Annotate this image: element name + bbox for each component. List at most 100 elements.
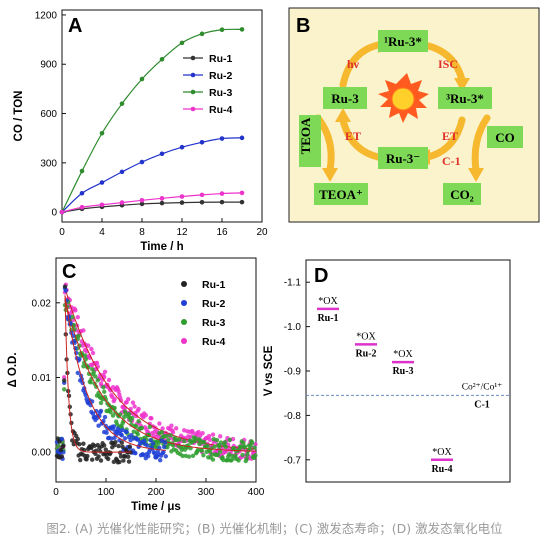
- y-axis-label: V vs SCE: [263, 345, 275, 396]
- legend-swatch-marker: [190, 55, 196, 61]
- data-point: [231, 445, 236, 451]
- legend-label: Ru-3: [209, 87, 232, 99]
- data-point-ru-3: [179, 40, 185, 46]
- data-point: [57, 439, 62, 444]
- data-point: [121, 458, 126, 463]
- data-point: [252, 445, 257, 450]
- x-tick-label: 300: [198, 487, 215, 498]
- legend-swatch-marker: [190, 89, 196, 95]
- data-point-ru-3: [119, 101, 125, 106]
- data-point: [227, 437, 232, 443]
- data-point: [168, 433, 173, 438]
- energy-level-name: Ru-1: [317, 313, 338, 324]
- data-point: [253, 453, 258, 458]
- data-point: [61, 375, 67, 380]
- data-point: [212, 444, 217, 449]
- data-point-ru-4: [119, 200, 125, 205]
- data-point: [75, 314, 81, 320]
- data-point: [61, 378, 67, 383]
- data-point-ru-4: [239, 190, 245, 196]
- figure-caption: 图2. (A) 光催化性能研究；(B) 光催化机制；(C) 激发态寿命；(D) …: [46, 521, 503, 536]
- data-point: [75, 370, 81, 376]
- data-point: [96, 454, 101, 459]
- data-point: [98, 408, 104, 414]
- y-tick-label: 0.00: [32, 448, 52, 459]
- data-point: [101, 384, 106, 390]
- x-tick-label: 400: [248, 487, 265, 498]
- data-point: [180, 453, 185, 459]
- data-point: [135, 437, 140, 442]
- legend-swatch-marker: [181, 338, 187, 344]
- data-point: [122, 436, 128, 441]
- x-tick-label: 8: [139, 227, 145, 238]
- data-point: [126, 396, 131, 402]
- node-teoa-oxidized: TEOA⁺: [319, 187, 363, 202]
- panel-a-letter: A: [68, 15, 82, 37]
- data-point: [119, 440, 125, 445]
- energy-level-label: *OX: [393, 349, 413, 360]
- data-point: [117, 459, 122, 465]
- data-point: [83, 356, 89, 362]
- data-point: [163, 454, 168, 459]
- data-point-ru-1: [219, 199, 225, 205]
- data-point: [98, 458, 104, 463]
- data-point-ru-3: [139, 76, 145, 82]
- data-point: [77, 356, 82, 362]
- data-point: [130, 415, 135, 421]
- data-point: [229, 458, 234, 463]
- data-point-ru-4: [159, 196, 165, 201]
- panel-b-letter: B: [296, 15, 310, 37]
- data-point-ru-2: [179, 144, 185, 150]
- data-point: [70, 314, 75, 320]
- data-point: [90, 350, 96, 356]
- data-point: [106, 377, 112, 383]
- y-tick-label: 600: [40, 109, 57, 120]
- data-point: [118, 450, 123, 455]
- data-point: [159, 430, 164, 435]
- data-point: [147, 424, 152, 430]
- data-point-ru-3: [239, 27, 245, 32]
- panel-d-chart: D -1.1 -1.0 -0.9 -0.8 -0.7 V vs SCE Co²⁺/Co¹⁺ C-…: [263, 259, 511, 483]
- panel-a-chart: A 0 4 8 12 16 20 0 300 600 900 1200 Time / h CO / TON…: [13, 9, 268, 253]
- data-point-ru-2: [199, 139, 205, 145]
- x-tick-label: 200: [148, 487, 165, 498]
- data-point: [122, 454, 128, 459]
- data-point: [93, 374, 98, 379]
- data-point: [108, 388, 113, 393]
- data-point: [247, 447, 252, 452]
- data-point: [98, 400, 104, 406]
- data-point: [108, 409, 113, 415]
- series-line-ru-2: [61, 137, 243, 213]
- x-axis-label: Time / μs: [131, 501, 181, 513]
- data-point: [112, 396, 117, 402]
- label-et-left: ET: [345, 129, 361, 143]
- y-tick-label: -1.0: [284, 322, 302, 333]
- cycle-arrows: [314, 41, 491, 174]
- data-point: [82, 353, 88, 358]
- data-point: [111, 424, 117, 429]
- fit-line-ru-2: [64, 295, 167, 451]
- data-point-ru-3: [219, 27, 225, 33]
- data-point-ru-3: [79, 168, 85, 174]
- data-point: [110, 413, 116, 418]
- y-tick-label: -0.8: [284, 411, 302, 422]
- node-ru3-reduced: Ru-3⁻: [386, 151, 420, 166]
- energy-level-name: Ru-4: [431, 464, 452, 475]
- data-point-ru-4: [59, 209, 65, 215]
- series-line-ru-3: [61, 28, 243, 213]
- panel-b-mechanism-diagram: B ¹Ru-3* Ru-3: [288, 7, 540, 223]
- data-point-ru-1: [159, 200, 165, 206]
- data-point: [104, 430, 109, 435]
- data-point: [136, 406, 141, 412]
- data-point: [221, 457, 226, 463]
- data-point: [205, 443, 210, 449]
- data-point: [196, 429, 201, 435]
- scatter-series-ru-2: [54, 286, 168, 463]
- data-point: [103, 447, 109, 452]
- data-point: [126, 411, 132, 417]
- data-point: [218, 434, 223, 439]
- legend-label: Ru-3: [202, 317, 225, 329]
- data-point: [86, 343, 91, 348]
- y-tick-label: -1.1: [284, 278, 302, 289]
- x-tick-label: 20: [256, 227, 268, 238]
